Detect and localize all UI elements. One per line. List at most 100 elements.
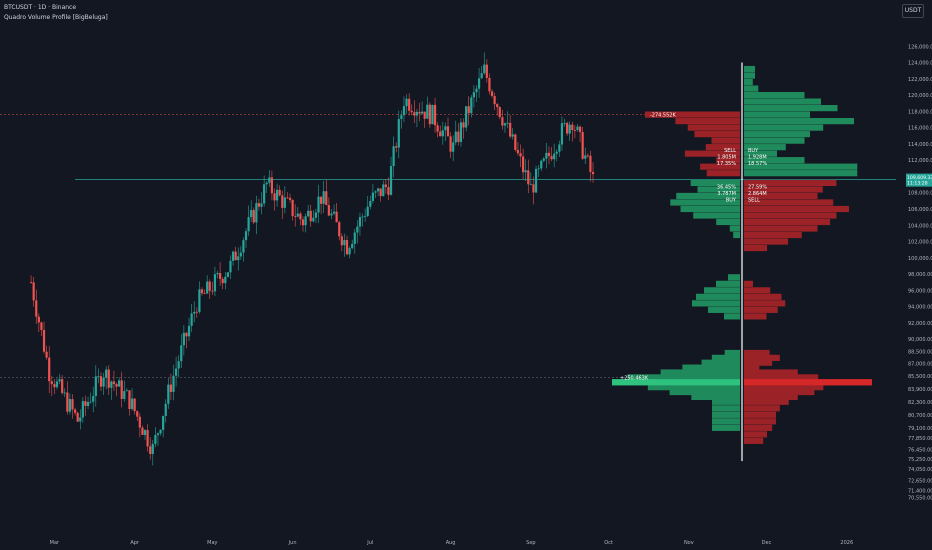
candle-body xyxy=(366,206,369,216)
profile-bar-sell xyxy=(744,354,780,361)
profile-bar-sell xyxy=(744,424,773,431)
profile-bar-sell xyxy=(744,306,778,313)
y-tick-label: 126,000.00 xyxy=(908,44,932,50)
profile-bar-sell xyxy=(744,388,815,396)
candle-body xyxy=(231,251,235,261)
candle-body xyxy=(462,122,465,128)
candle-body xyxy=(413,112,416,116)
profile-bar-buy xyxy=(691,393,740,401)
candle-body xyxy=(40,322,43,331)
candle-body xyxy=(307,210,310,217)
profile-bar-buy xyxy=(744,124,824,131)
candle-body xyxy=(66,392,69,412)
candle-body xyxy=(304,216,307,226)
candle-body xyxy=(436,125,439,132)
x-tick-label: Jun xyxy=(288,540,297,546)
candle-body xyxy=(345,240,349,255)
candle-body xyxy=(314,212,318,218)
profile-bar-buy xyxy=(712,424,740,431)
profile-bar-sell xyxy=(744,218,831,226)
profile-bar-sell xyxy=(744,437,764,444)
candle-body xyxy=(477,78,481,89)
profile-bar-buy xyxy=(693,212,740,219)
profile-stat-sell: SELL xyxy=(748,198,760,204)
candle-body xyxy=(343,240,346,246)
x-tick-label: Mar xyxy=(50,540,60,546)
candle-body xyxy=(433,104,437,126)
candle-body xyxy=(84,401,87,406)
x-tick-label: Oct xyxy=(604,540,613,546)
candle-body xyxy=(37,316,40,323)
profile-bar-buy xyxy=(744,85,759,92)
candle-body xyxy=(573,129,576,131)
candle-body xyxy=(529,184,532,186)
candle-body xyxy=(187,325,191,337)
profile-bar-buy xyxy=(744,157,805,164)
candle-body xyxy=(164,403,167,416)
profile-bar-sell xyxy=(744,349,770,357)
candle-body xyxy=(317,196,320,213)
profile-bar-sell xyxy=(744,244,768,252)
profile-bar-sell xyxy=(744,225,818,232)
profile-bar-buy xyxy=(680,205,740,213)
reference-label: +250.463K xyxy=(620,375,649,381)
candle-body xyxy=(446,126,450,137)
candle-body xyxy=(130,398,134,410)
candle-body xyxy=(545,152,548,159)
candle-body xyxy=(516,149,520,154)
candle-body xyxy=(581,132,584,159)
candle-body xyxy=(506,122,509,124)
candle-body xyxy=(493,95,496,105)
profile-bar-buy xyxy=(724,349,740,357)
candle-body xyxy=(374,191,377,193)
candle-body xyxy=(576,126,579,131)
candle-body xyxy=(169,384,173,392)
candle-body xyxy=(234,251,237,261)
candle-body xyxy=(107,369,110,388)
x-tick-label: Sep xyxy=(526,540,535,546)
candle-body xyxy=(568,124,571,134)
candle-body xyxy=(149,446,152,454)
candle-body xyxy=(224,276,227,284)
profile-poc-sell xyxy=(744,379,872,386)
candle-body xyxy=(71,399,74,410)
y-tick-label: 118,000.00 xyxy=(908,109,932,115)
candle-body xyxy=(369,200,372,207)
candle-body xyxy=(288,197,292,200)
y-tick-label: 116,000.00 xyxy=(908,126,932,132)
y-tick-label: 76,450.00 xyxy=(908,447,932,453)
y-tick-label: 82,300.00 xyxy=(908,400,932,406)
profile-stat-sell: 2.864M xyxy=(748,191,767,197)
candle-body xyxy=(472,92,475,98)
profile-bar-sell xyxy=(744,393,798,401)
candle-body xyxy=(452,142,455,152)
candle-body xyxy=(244,231,248,241)
candle-body xyxy=(79,417,82,422)
candle-body xyxy=(550,156,553,160)
candle-body xyxy=(338,222,341,237)
profile-bar-buy xyxy=(744,137,805,144)
profile-bar-sell xyxy=(744,212,837,219)
candle-body xyxy=(395,146,398,148)
candle-body xyxy=(97,376,100,378)
candle-body xyxy=(480,73,483,79)
candle-body xyxy=(76,412,79,422)
candle-body xyxy=(371,192,375,201)
profile-bar-buy xyxy=(704,287,740,294)
profile-bar-buy xyxy=(712,405,740,412)
profile-bar-sell xyxy=(716,157,740,164)
candle-body xyxy=(265,182,268,185)
candle-body xyxy=(519,153,522,157)
profile-bar-buy xyxy=(744,131,810,138)
profile-bar-buy xyxy=(744,163,858,170)
profile-bar-buy xyxy=(676,192,740,200)
candle-body xyxy=(389,166,393,195)
x-tick-label: Dec xyxy=(762,540,772,546)
candle-body xyxy=(431,104,434,125)
currency-button[interactable]: USDT xyxy=(902,4,924,18)
profile-bar-sell xyxy=(744,398,789,405)
candle-body xyxy=(501,117,504,126)
candle-body xyxy=(454,131,457,143)
candle-body xyxy=(172,375,175,392)
